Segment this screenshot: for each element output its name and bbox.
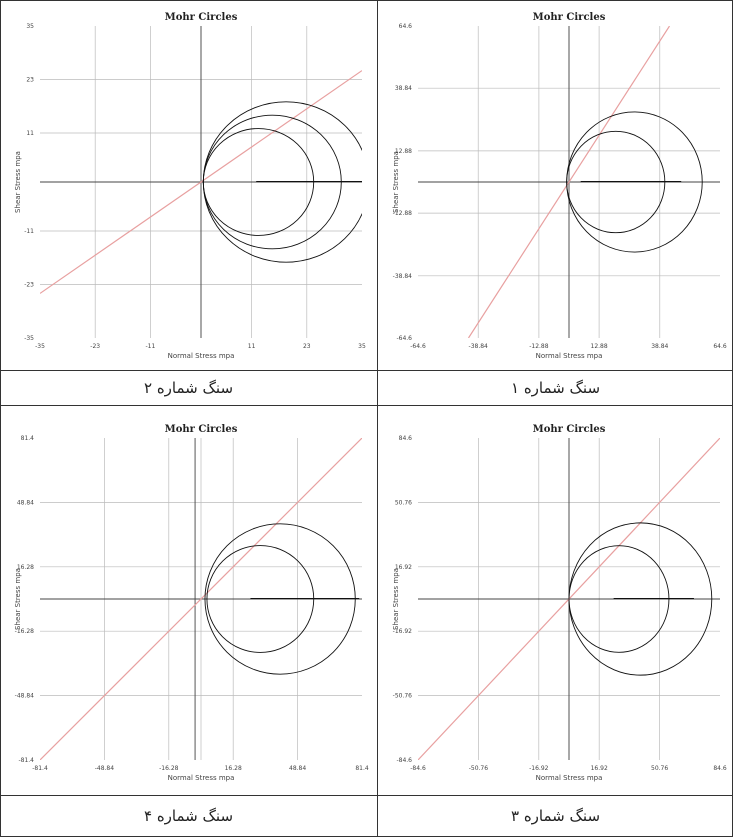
chart-title: Mohr Circles	[533, 424, 606, 435]
x-tick-label: 81.4	[355, 765, 369, 772]
x-tick-label: -35	[35, 343, 45, 350]
y-tick-label: 50.76	[395, 499, 412, 506]
y-tick-label: 48.84	[17, 499, 34, 506]
x-tick-label: -64.6	[410, 343, 426, 350]
x-axis-label: Normal Stress mpa	[536, 352, 603, 360]
y-axis-label: Shear Stress mpa	[14, 151, 22, 213]
y-tick-label: -81.4	[18, 757, 34, 764]
y-tick-label: 38.84	[395, 85, 412, 92]
y-tick-label: -84.6	[396, 757, 412, 764]
caption-top-left: سنگ شماره ۲	[143, 379, 234, 397]
y-tick-label: -16.92	[393, 628, 413, 635]
x-tick-label: 38.84	[651, 343, 668, 350]
y-tick-label: -23	[24, 282, 34, 289]
x-tick-label: -16.92	[529, 765, 549, 772]
y-tick-label: -38.84	[393, 273, 413, 280]
mohr-chart-bottom-left: Mohr Circles -81.4 -48.84 -16.28 16.28 48.84 8…	[14, 424, 369, 782]
chart-title: Mohr Circles	[533, 12, 606, 23]
x-tick-label: -84.6	[410, 765, 426, 772]
y-tick-label: -64.6	[396, 335, 412, 342]
caption-top-right: سنگ شماره ۱	[510, 379, 601, 397]
mohr-chart-top-left: Mohr Circles -35 -23 -11 11 23 35 35 23 11 -11 -23 -…	[14, 12, 366, 360]
x-tick-label: 84.6	[713, 765, 727, 772]
x-tick-label: 11	[248, 343, 256, 350]
x-tick-label: 16.28	[225, 765, 242, 772]
table-column-divider	[377, 0, 378, 837]
y-tick-label: -12.88	[393, 210, 413, 217]
y-tick-label: 16.28	[17, 564, 34, 571]
y-tick-label: -48.84	[15, 693, 35, 700]
y-tick-label: 23	[26, 76, 34, 83]
x-tick-label: 64.6	[713, 343, 727, 350]
y-tick-label: 81.4	[21, 435, 35, 442]
y-tick-label: 64.6	[399, 23, 413, 30]
y-tick-label: -11	[24, 228, 34, 235]
mohr-circle	[568, 522, 713, 676]
x-tick-label: 48.84	[289, 765, 306, 772]
x-tick-label: 23	[303, 343, 311, 350]
x-axis-label: Normal Stress mpa	[536, 774, 603, 782]
table-row-divider	[0, 405, 733, 406]
x-tick-label: 12.88	[591, 343, 608, 350]
y-tick-label: 35	[26, 23, 34, 30]
x-tick-label: -48.84	[95, 765, 115, 772]
chart-title: Mohr Circles	[165, 424, 238, 435]
x-tick-label: 16.92	[591, 765, 608, 772]
caption-bottom-right: سنگ شماره ۳	[510, 807, 601, 825]
y-axis-label: Shear Stress mpa	[392, 151, 400, 213]
x-tick-label: -81.4	[32, 765, 48, 772]
table-row-divider	[0, 370, 733, 371]
mohr-circle	[566, 111, 703, 253]
x-tick-label: 50.76	[651, 765, 668, 772]
x-tick-label: -38.84	[469, 343, 489, 350]
x-tick-label: -50.76	[469, 765, 489, 772]
y-tick-label: 84.6	[399, 435, 413, 442]
plot-area	[40, 438, 362, 760]
y-axis-label: Shear Stress mpa	[14, 568, 22, 630]
x-tick-label: -12.88	[529, 343, 549, 350]
y-tick-label: -16.28	[15, 628, 35, 635]
y-tick-label: 16.92	[395, 564, 412, 571]
x-tick-label: -23	[90, 343, 100, 350]
failure-envelope-line	[40, 70, 362, 294]
failure-envelope-line	[40, 438, 362, 760]
failure-envelope-line	[467, 26, 671, 338]
mohr-chart-bottom-right: Mohr Circles -84.6 -50.76 -16.92 16.92 50.76 8…	[392, 424, 727, 782]
plot-area	[40, 70, 362, 294]
x-tick-label: -16.28	[159, 765, 179, 772]
plot-area	[418, 438, 720, 760]
y-tick-label: -50.76	[393, 693, 413, 700]
y-tick-label: 12.88	[395, 148, 412, 155]
x-axis-label: Normal Stress mpa	[168, 352, 235, 360]
table-row-divider	[0, 795, 733, 796]
mohr-circle	[202, 101, 362, 263]
y-tick-label: 11	[26, 130, 34, 137]
x-tick-label: 35	[358, 343, 366, 350]
chart-title: Mohr Circles	[165, 12, 238, 23]
x-tick-label: -11	[145, 343, 155, 350]
caption-bottom-left: سنگ شماره ۴	[143, 807, 234, 825]
y-axis-label: Shear Stress mpa	[392, 568, 400, 630]
x-axis-label: Normal Stress mpa	[168, 774, 235, 782]
y-tick-label: -35	[24, 335, 34, 342]
mohr-chart-top-right: Mohr Circles -64.6 -38.84 -12.88 12.88 38.84 6…	[392, 12, 727, 360]
plot-area	[467, 26, 703, 338]
